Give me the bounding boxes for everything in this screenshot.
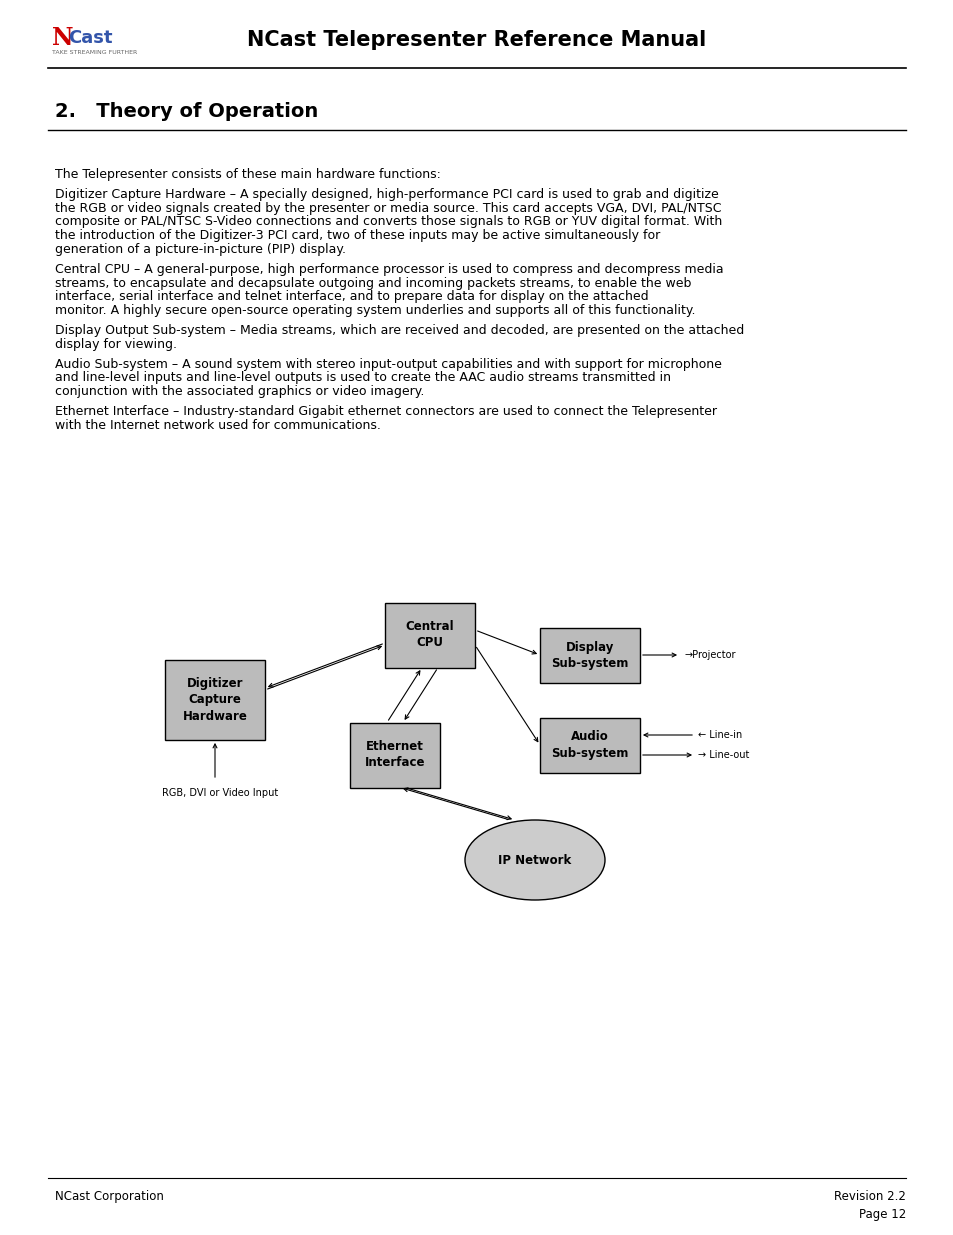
Text: Cast: Cast	[68, 28, 112, 47]
Text: ← Line-in: ← Line-in	[698, 730, 741, 740]
Bar	[385, 603, 475, 667]
Text: 2.   Theory of Operation: 2. Theory of Operation	[55, 103, 318, 121]
Bar	[539, 718, 639, 773]
Text: streams, to encapsulate and decapsulate outgoing and incoming packets streams, t: streams, to encapsulate and decapsulate …	[55, 277, 691, 289]
Text: interface, serial interface and telnet interface, and to prepare data for displa: interface, serial interface and telnet i…	[55, 290, 648, 304]
Text: N: N	[52, 26, 73, 49]
Text: Audio Sub-system – A sound system with stereo input-output capabilities and with: Audio Sub-system – A sound system with s…	[55, 358, 721, 370]
Bar	[539, 627, 639, 683]
Text: composite or PAL/NTSC S-Video connections and converts those signals to RGB or Y: composite or PAL/NTSC S-Video connection…	[55, 215, 721, 228]
Text: IP Network: IP Network	[497, 853, 571, 867]
Bar	[350, 722, 439, 788]
Text: Revision 2.2: Revision 2.2	[833, 1191, 905, 1203]
Bar	[165, 659, 265, 740]
Text: conjunction with the associated graphics or video imagery.: conjunction with the associated graphics…	[55, 385, 424, 398]
Text: with the Internet network used for communications.: with the Internet network used for commu…	[55, 419, 380, 432]
Text: the introduction of the Digitizer-3 PCI card, two of these inputs may be active : the introduction of the Digitizer-3 PCI …	[55, 230, 659, 242]
Text: display for viewing.: display for viewing.	[55, 338, 177, 351]
Text: generation of a picture-in-picture (PIP) display.: generation of a picture-in-picture (PIP)…	[55, 243, 346, 256]
Text: Ethernet
Interface: Ethernet Interface	[364, 741, 425, 769]
Text: The Telepresenter consists of these main hardware functions:: The Telepresenter consists of these main…	[55, 168, 440, 182]
Text: and line-level inputs and line-level outputs is used to create the AAC audio str: and line-level inputs and line-level out…	[55, 372, 670, 384]
Text: TAKE STREAMING FURTHER: TAKE STREAMING FURTHER	[52, 49, 137, 54]
Text: Display
Sub-system: Display Sub-system	[551, 641, 628, 669]
Text: Display Output Sub-system – Media streams, which are received and decoded, are p: Display Output Sub-system – Media stream…	[55, 324, 743, 337]
Text: Ethernet Interface – Industry-standard Gigabit ethernet connectors are used to c: Ethernet Interface – Industry-standard G…	[55, 405, 717, 417]
Text: Central CPU – A general-purpose, high performance processor is used to compress : Central CPU – A general-purpose, high pe…	[55, 263, 723, 275]
Text: →Projector: →Projector	[684, 650, 736, 659]
Text: the RGB or video signals created by the presenter or media source. This card acc: the RGB or video signals created by the …	[55, 201, 720, 215]
Text: Page 12: Page 12	[858, 1208, 905, 1221]
Text: monitor. A highly secure open-source operating system underlies and supports all: monitor. A highly secure open-source ope…	[55, 304, 695, 317]
Text: NCast Corporation: NCast Corporation	[55, 1191, 164, 1203]
Text: Audio
Sub-system: Audio Sub-system	[551, 730, 628, 760]
Text: NCast Telepresenter Reference Manual: NCast Telepresenter Reference Manual	[247, 30, 706, 49]
Text: Central
CPU: Central CPU	[405, 620, 454, 650]
Text: RGB, DVI or Video Input: RGB, DVI or Video Input	[162, 788, 278, 798]
Text: Digitizer
Capture
Hardware: Digitizer Capture Hardware	[182, 678, 247, 722]
Text: → Line-out: → Line-out	[698, 750, 749, 760]
Ellipse shape	[464, 820, 604, 900]
Text: Digitizer Capture Hardware – A specially designed, high-performance PCI card is : Digitizer Capture Hardware – A specially…	[55, 188, 718, 201]
